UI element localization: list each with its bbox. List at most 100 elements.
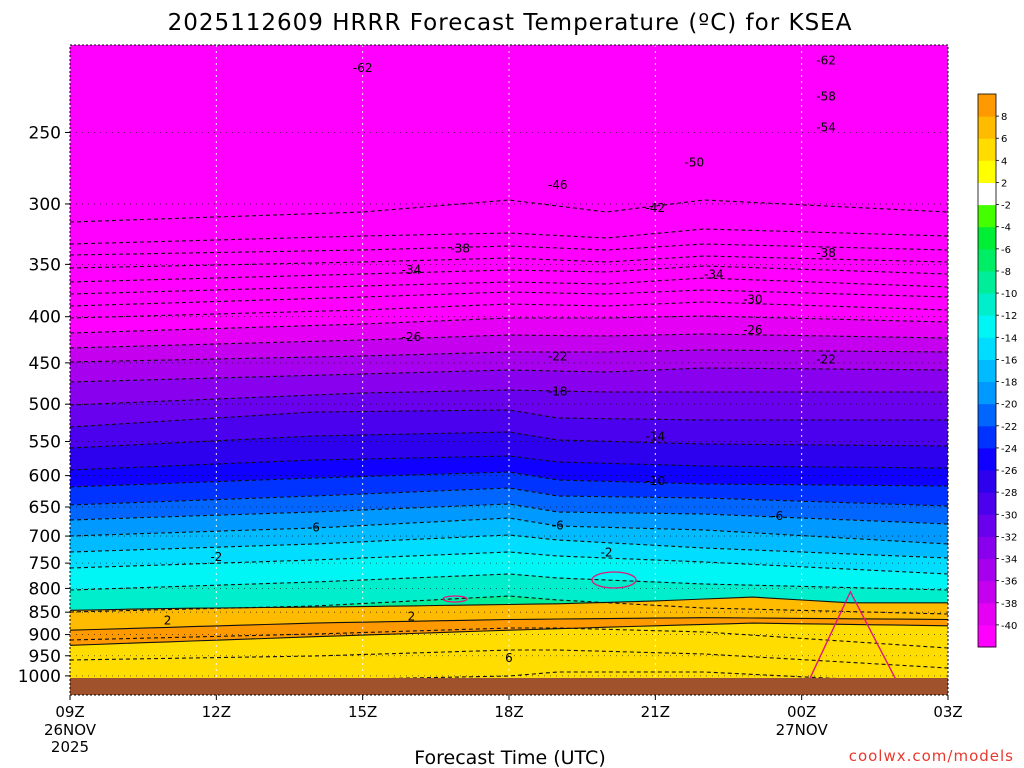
colorbar-swatch [978, 182, 996, 206]
contour-label: 6 [505, 651, 513, 665]
isotherm-line [70, 333, 948, 349]
y-tick-label: 800 [29, 579, 61, 599]
contour-label: -34 [402, 263, 422, 277]
grid-lines [70, 45, 948, 695]
contour-label: -62 [816, 53, 836, 67]
colorbar-label: -28 [1001, 488, 1017, 499]
colorbar-label: -22 [1001, 422, 1017, 433]
colorbar-swatch [978, 624, 996, 648]
colorbar-swatch [978, 270, 996, 294]
colorbar-swatch [978, 514, 996, 537]
credit-link[interactable]: coolwx.com/models [849, 747, 1014, 765]
colorbar-label: -24 [1001, 444, 1017, 455]
y-tick-label: 850 [29, 603, 61, 623]
x-tick-label: 18Z [494, 703, 523, 721]
contour-label: -26 [743, 323, 763, 337]
colorbar-swatch [978, 226, 996, 250]
colorbar-label: 2 [1001, 178, 1007, 189]
y-tick-label: 450 [29, 354, 61, 374]
x-tick-sublabel: 2025 [51, 738, 89, 756]
colorbar-swatch [978, 558, 996, 582]
colorbar-label: -2 [1001, 201, 1011, 212]
colorbar-label: -16 [1001, 355, 1017, 366]
isotherm-line [70, 349, 948, 363]
surface-ground [70, 678, 948, 695]
colorbar-swatch [978, 337, 996, 360]
x-tick-sublabel: 26NOV [44, 721, 97, 739]
colorbar-swatch [978, 315, 996, 338]
colorbar-label: -12 [1001, 311, 1017, 322]
contour-label: -14 [646, 430, 666, 444]
colorbar-label: -34 [1001, 555, 1017, 566]
contour-label: -34 [704, 267, 724, 281]
y-axis: 250 300 350 400 450 500 550 600 650 700 750 800 850 9… [18, 123, 70, 687]
colorbar-swatch [978, 359, 996, 383]
y-tick-label: 600 [29, 467, 61, 487]
colorbar-label: -32 [1001, 532, 1017, 543]
colorbar-swatch [978, 447, 996, 471]
x-tick-label: 15Z [348, 703, 377, 721]
colorbar-swatch [978, 248, 996, 272]
contour-label: -46 [548, 178, 568, 192]
colorbar-swatch [978, 293, 996, 316]
colorbar-frame [977, 93, 997, 648]
zero-isotherm-loop [591, 571, 637, 589]
colorbar-swatch [978, 381, 996, 405]
colorbar-swatch [978, 403, 996, 427]
colorbar-label: -18 [1001, 378, 1017, 389]
colorbar-swatch [978, 160, 996, 183]
x-tick-sublabel: 27NOV [776, 721, 829, 739]
contour-label: -6 [552, 518, 564, 532]
contour-label: -26 [402, 330, 422, 344]
contour-label: -18 [548, 384, 568, 398]
colorbar-label: -4 [1001, 223, 1011, 234]
contour-label: -2 [210, 550, 222, 564]
y-tick-label: 650 [29, 498, 61, 518]
colorbar-swatch [978, 94, 996, 117]
contour-label: -58 [816, 89, 836, 103]
colorbar-swatch [978, 492, 996, 515]
colorbar-label: 8 [1001, 112, 1007, 123]
contour-label: -6 [308, 521, 320, 535]
y-tick-label: 900 [29, 626, 61, 646]
colorbar-label: -6 [1001, 245, 1011, 256]
colorbar-label: -38 [1001, 599, 1017, 610]
colorbar-label: -14 [1001, 333, 1017, 344]
contour-label: -62 [353, 61, 373, 75]
colorbar-label: 6 [1001, 134, 1007, 145]
colorbar: -40-38-36-34-32-30-28-26-24-22-20-18-16-… [977, 93, 1017, 648]
isotherm-line [70, 596, 948, 611]
y-tick-label: 750 [29, 554, 61, 574]
contour-label: -54 [816, 121, 836, 135]
colorbar-swatch [978, 470, 996, 493]
colorbar-swatch [978, 536, 996, 560]
contour-label: -22 [548, 350, 568, 364]
zero-isotherm-loop [442, 595, 468, 603]
contour-labels: -62-62-58-54-50-46-42-38 -38-34 -34-30-26-… [164, 53, 836, 664]
contour-label: -38 [816, 246, 836, 260]
colorbar-label: -20 [1001, 400, 1017, 411]
colorbar-swatch [978, 116, 996, 139]
colorbar-label: -30 [1001, 510, 1017, 521]
contour-label: -6 [771, 509, 783, 523]
x-tick-label: 09Z [55, 703, 84, 721]
contour-label: -42 [646, 201, 666, 215]
colorbar-swatch [978, 425, 996, 449]
x-tick-label: 21Z [641, 703, 670, 721]
x-tick-label: 00Z [787, 703, 816, 721]
colorbar-label: -36 [1001, 577, 1017, 588]
isotherm-line [70, 617, 948, 631]
contour-label: -2 [601, 546, 613, 560]
y-tick-label: 400 [29, 308, 61, 328]
y-tick-label: 950 [29, 647, 61, 667]
colorbar-swatch [978, 602, 996, 626]
y-tick-label: 300 [29, 195, 61, 215]
plot-area [70, 45, 948, 695]
contour-label: 2 [164, 613, 172, 627]
y-tick-label: 700 [29, 527, 61, 547]
colorbar-label: -8 [1001, 267, 1011, 278]
colorbar-label: -26 [1001, 466, 1017, 477]
contour-label: -50 [685, 156, 705, 170]
